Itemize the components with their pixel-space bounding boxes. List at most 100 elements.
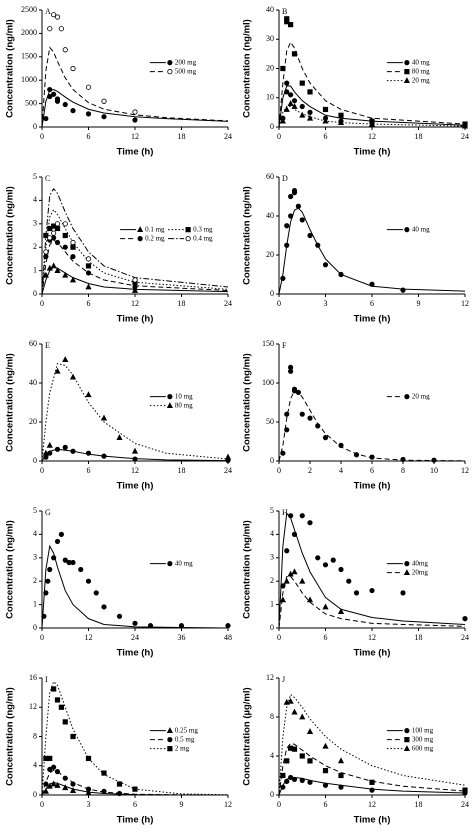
data-point	[101, 98, 107, 104]
x-tick-label: 2	[308, 466, 312, 475]
x-tick-label: 6	[324, 800, 328, 809]
data-point	[299, 753, 305, 759]
panel-label: A	[45, 7, 51, 16]
data-point	[288, 213, 294, 219]
data-point	[330, 557, 336, 563]
data-point	[47, 86, 53, 93]
data-point	[404, 728, 410, 734]
y-tick-label: 4	[270, 529, 274, 538]
data-point	[291, 776, 298, 783]
x-tick-label: 3	[324, 299, 328, 308]
data-point	[288, 368, 294, 374]
data-point	[315, 242, 321, 248]
y-tick-label: 0	[270, 790, 274, 799]
data-point	[291, 746, 298, 752]
data-point	[85, 789, 92, 796]
y-tick-label: 3	[33, 553, 37, 562]
model-curve	[41, 239, 229, 295]
data-point	[403, 77, 410, 84]
x-axis-label: Time (h)	[354, 147, 391, 158]
data-point	[62, 101, 68, 108]
data-point	[307, 520, 313, 526]
y-tick-label: 2	[33, 242, 37, 251]
data-point	[322, 768, 329, 774]
x-tick-label: 0	[40, 132, 44, 141]
data-point	[295, 389, 301, 395]
y-tick-label: 40	[29, 378, 37, 387]
y-tick-label: 20	[29, 417, 37, 426]
data-point	[306, 114, 314, 121]
legend-label: 500 mg	[175, 67, 197, 75]
y-tick-label: 0	[33, 122, 37, 131]
data-point	[46, 441, 53, 448]
data-point	[137, 236, 143, 242]
data-point	[54, 225, 61, 232]
data-point	[284, 223, 290, 229]
x-axis-label: Time (h)	[117, 648, 154, 659]
data-point	[400, 287, 406, 293]
y-tick-label: 0	[33, 289, 37, 298]
y-tick-label: 1	[33, 265, 37, 274]
data-point	[307, 779, 313, 785]
data-point	[167, 60, 173, 66]
data-point	[178, 623, 185, 629]
x-tick-label: 12	[131, 466, 139, 475]
legend-label: 40 mg	[412, 225, 430, 233]
data-point	[338, 112, 344, 118]
data-point	[116, 613, 123, 619]
data-point	[85, 283, 92, 290]
data-point	[85, 755, 92, 762]
legend-label: 100 mg	[412, 726, 434, 734]
data-point	[280, 772, 286, 779]
data-point	[288, 193, 294, 200]
data-point	[403, 745, 410, 752]
y-tick-label: 0	[33, 790, 37, 799]
data-point	[62, 271, 69, 278]
x-tick-label: 0	[40, 299, 44, 308]
y-tick-label: 12	[29, 702, 37, 711]
data-point	[299, 103, 305, 110]
data-point	[322, 603, 329, 610]
y-tick-label: 3	[270, 553, 274, 562]
data-point	[280, 65, 286, 72]
y-tick-label: 8	[33, 731, 37, 740]
panel-label: J	[282, 675, 285, 684]
y-tick-label: 20	[266, 250, 274, 259]
panel-label: B	[282, 7, 287, 16]
model-curve	[41, 680, 229, 796]
panel-label: D	[282, 174, 288, 183]
x-tick-label: 6	[324, 633, 328, 642]
y-tick-label: 8	[270, 712, 274, 721]
y-tick-label: 30	[266, 34, 274, 43]
data-point	[369, 787, 375, 793]
model-curve	[278, 742, 466, 796]
data-point	[132, 277, 138, 283]
data-point	[47, 755, 53, 762]
legend-label: 0.2 mg	[145, 234, 165, 242]
data-point	[43, 590, 49, 596]
y-tick-label: 2500	[21, 5, 37, 14]
legend-label: 80 mg	[412, 67, 430, 75]
legend-label: 40 mg	[412, 58, 430, 66]
data-point	[462, 616, 468, 622]
data-point	[132, 620, 138, 626]
y-tick-label: 1500	[21, 52, 37, 61]
y-tick-label: 20	[266, 63, 274, 72]
data-point	[58, 26, 64, 32]
data-point	[132, 786, 138, 792]
data-point	[322, 117, 329, 124]
data-point	[62, 444, 68, 450]
data-point	[58, 704, 64, 710]
data-point	[62, 719, 68, 725]
data-point	[62, 221, 68, 227]
x-axis-label: Time (h)	[117, 815, 154, 826]
data-point	[62, 356, 69, 362]
x-tick-label: 24	[461, 132, 469, 141]
y-tick-label: 60	[29, 339, 37, 348]
data-point	[54, 538, 61, 545]
y-tick-label: 0	[33, 623, 37, 632]
data-point	[85, 391, 92, 398]
data-point	[307, 758, 313, 764]
data-point	[47, 766, 53, 773]
y-tick-label: 1	[33, 599, 37, 608]
